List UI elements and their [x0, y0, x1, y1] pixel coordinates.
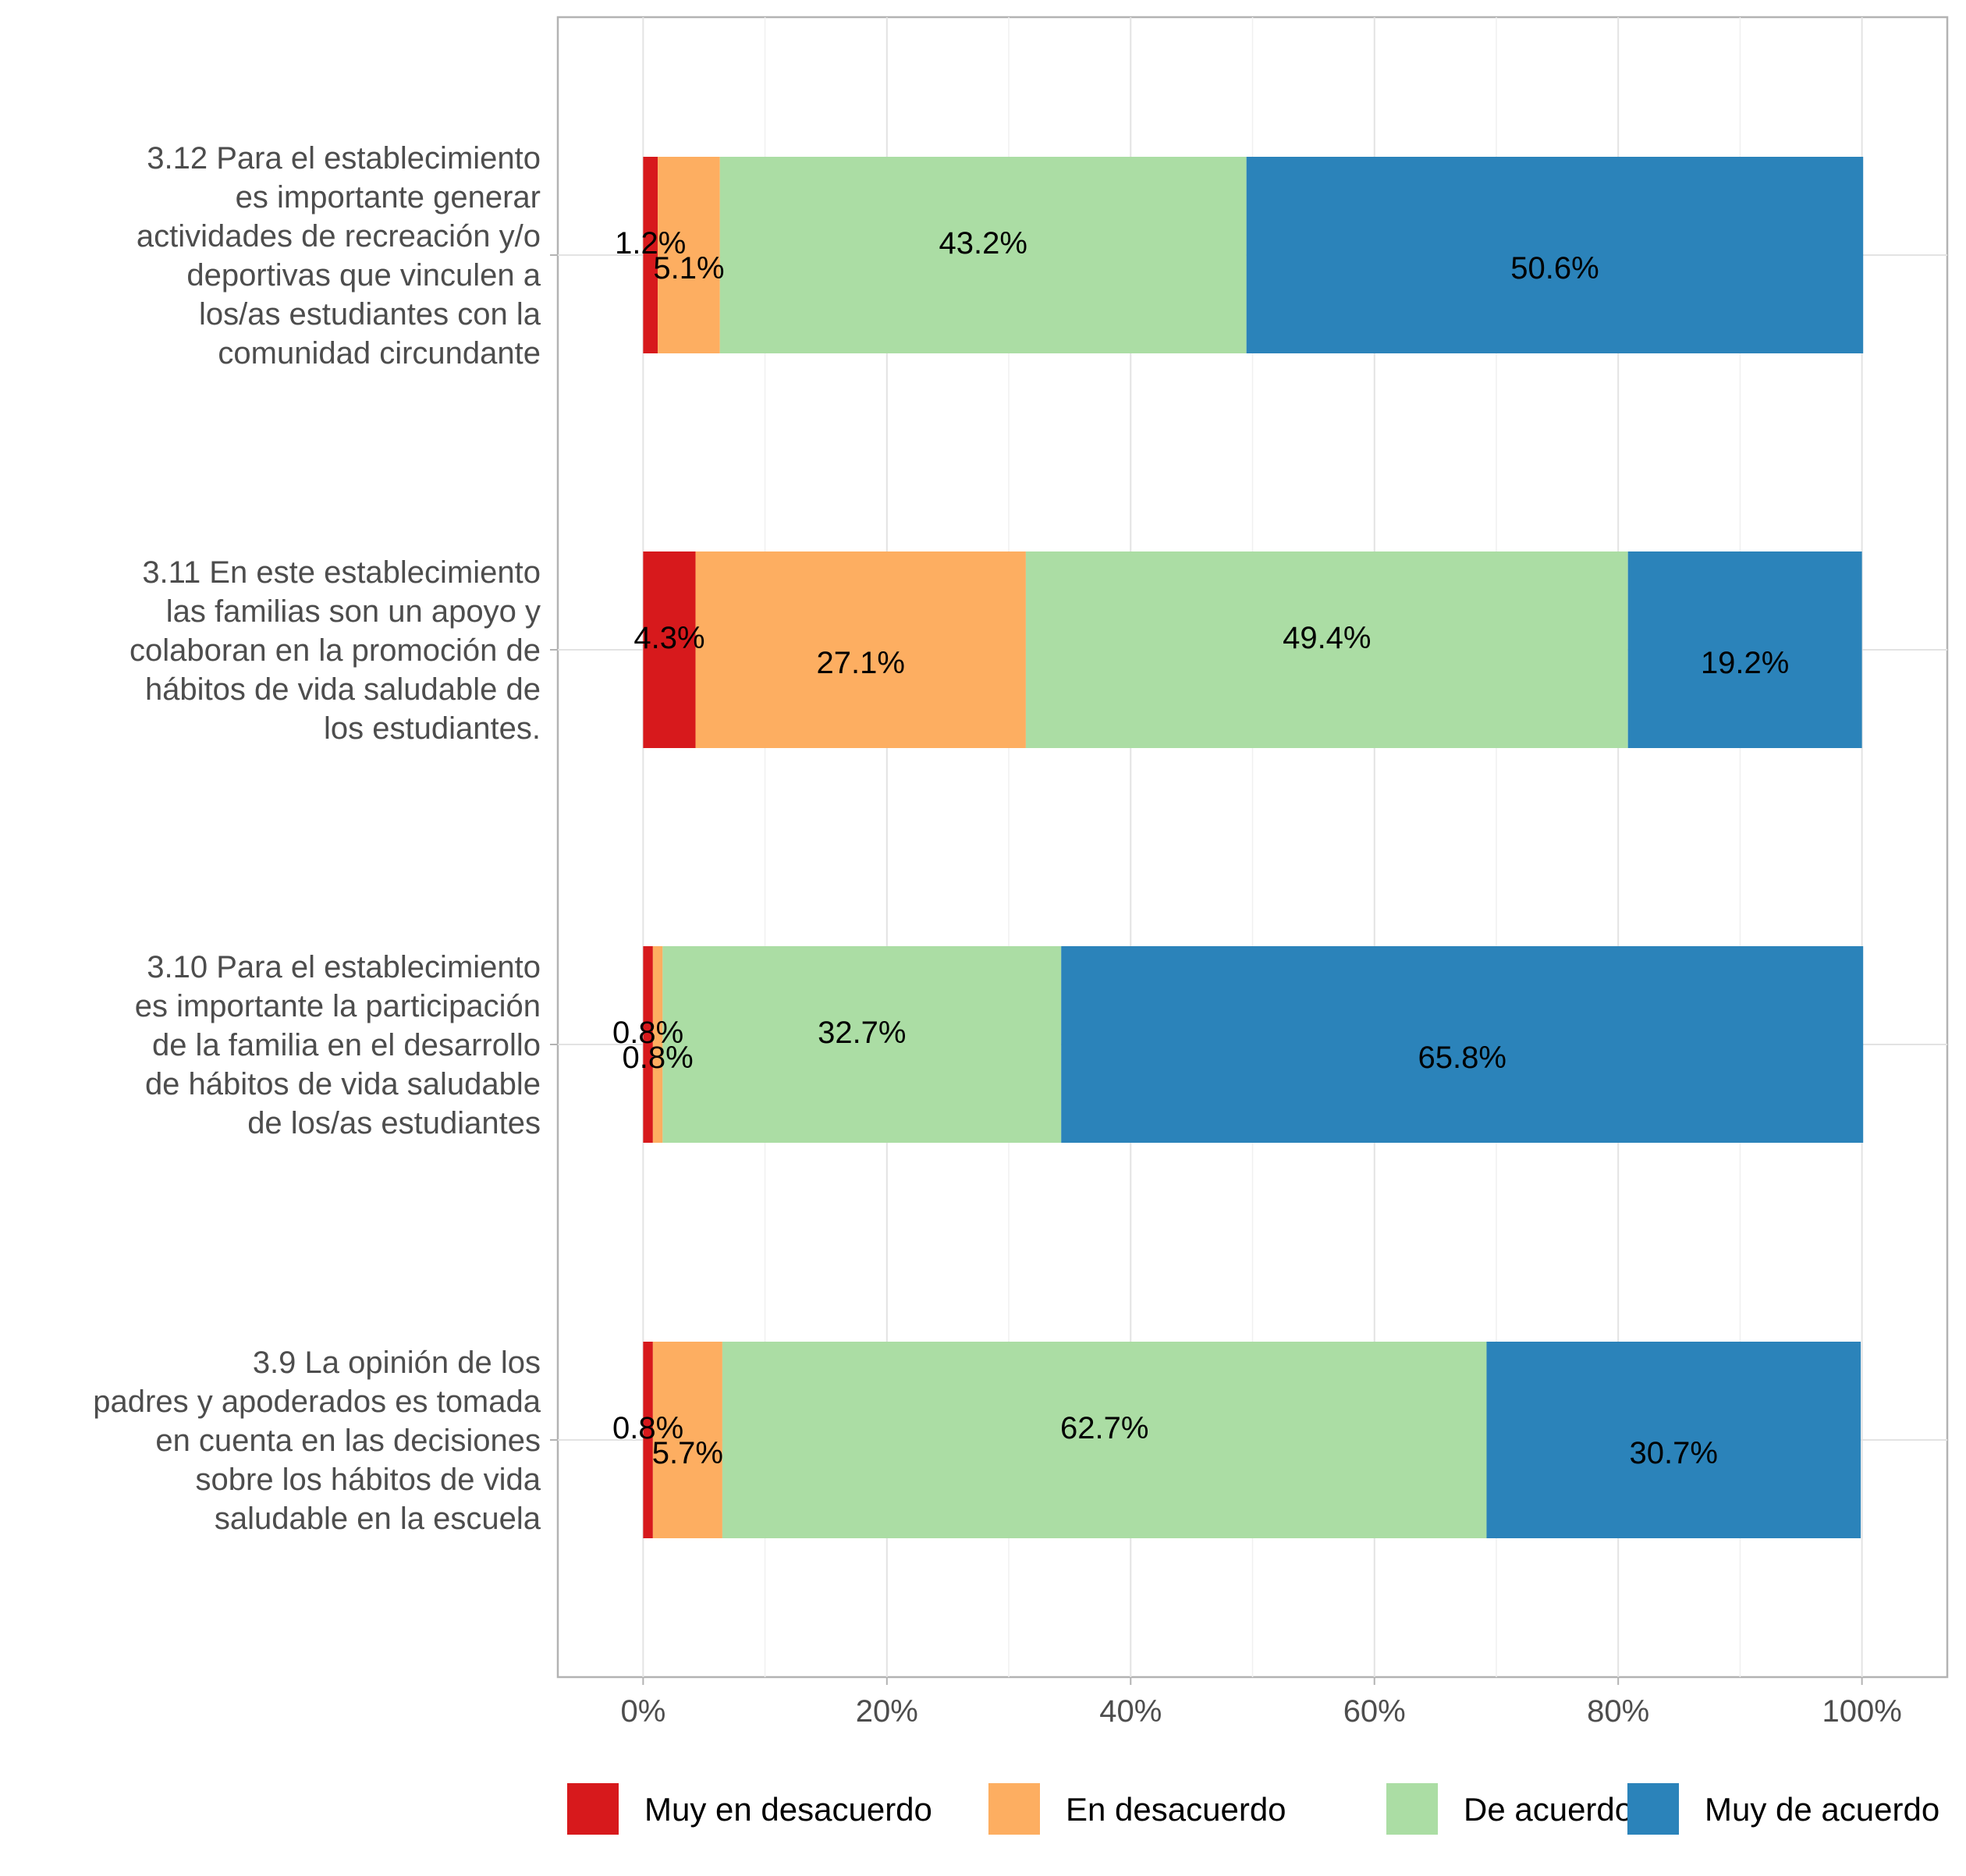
- bar-segment: [1246, 157, 1864, 353]
- bar-segment: [643, 157, 658, 353]
- x-tick-label: 100%: [1822, 1694, 1901, 1729]
- category-label: 3.11 En este establecimiento las familias…: [130, 555, 541, 746]
- legend-swatch: [1386, 1783, 1438, 1835]
- x-tick-label: 80%: [1587, 1694, 1649, 1729]
- legend-label: En desacuerdo: [1066, 1791, 1286, 1828]
- legend-swatch: [1627, 1783, 1679, 1835]
- x-tick-label: 20%: [856, 1694, 918, 1729]
- category-label-line: 3.10 Para el establecimiento: [147, 950, 541, 984]
- bar-segment: [1061, 946, 1864, 1143]
- data-label: 5.1%: [653, 251, 724, 285]
- category-label-line: colaboran en la promoción de: [130, 633, 541, 668]
- data-label: 0.8%: [612, 1016, 683, 1050]
- data-labels: 1.2%5.1% 43.2% 50.6% 4.3% 27.1% 49.4% 19.2% 0.8…: [612, 226, 1789, 1470]
- category-label: 3.9 La opinión de los padres y apoderados…: [93, 1346, 541, 1536]
- bar-segment: [722, 1342, 1487, 1538]
- x-tick-label: 60%: [1343, 1694, 1406, 1729]
- data-label: 65.8%: [1418, 1041, 1506, 1075]
- category-label-line: de los/as estudiantes: [247, 1106, 541, 1140]
- category-label-line: 3.12 Para el establecimiento: [147, 141, 541, 176]
- bar-segment: [662, 946, 1062, 1143]
- data-label: 4.3%: [633, 621, 704, 655]
- bar-segment: [695, 551, 1026, 748]
- data-label: 32.7%: [818, 1016, 906, 1050]
- category-label: 3.12 Para el establecimiento es important…: [137, 141, 541, 371]
- category-label-line: de la familia en el desarrollo: [152, 1028, 541, 1062]
- legend-swatch: [988, 1783, 1040, 1835]
- data-label: 0.8%: [623, 1041, 694, 1075]
- x-tick-label: 40%: [1099, 1694, 1162, 1729]
- bar-segment: [658, 157, 720, 353]
- bar-segment: [643, 551, 696, 748]
- category-label: 3.10 Para el establecimiento es important…: [135, 950, 541, 1140]
- category-label-line: los estudiantes.: [324, 711, 541, 746]
- category-label-line: en cuenta en las decisiones: [155, 1424, 541, 1458]
- category-label-line: 3.11 En este establecimiento: [142, 555, 541, 590]
- data-label: 62.7%: [1060, 1411, 1148, 1445]
- category-label-line: es importante generar: [236, 180, 541, 215]
- bar-segment: [1025, 551, 1628, 748]
- bar-segment: [719, 157, 1247, 353]
- category-label-line: padres y apoderados es tomada: [93, 1385, 541, 1419]
- x-tick-label: 0%: [620, 1694, 665, 1729]
- data-label: 30.7%: [1630, 1436, 1718, 1470]
- bar-segment: [643, 1342, 653, 1538]
- legend: Muy en desacuerdo En desacuerdo De acuerdo…: [567, 1783, 1939, 1835]
- category-label-line: es importante la participación: [135, 989, 541, 1023]
- category-label-line: sobre los hábitos de vida: [196, 1463, 541, 1497]
- bar-segment: [652, 1342, 722, 1538]
- legend-swatch: [567, 1783, 619, 1835]
- category-label-line: las familias son un apoyo y: [166, 594, 541, 629]
- data-label: 43.2%: [939, 226, 1027, 261]
- data-label: 27.1%: [817, 646, 905, 680]
- category-label-line: deportivas que vinculen a: [186, 258, 541, 293]
- bar-segment: [652, 946, 663, 1143]
- category-label-line: saludable en la escuela: [215, 1502, 541, 1536]
- category-label-line: los/as estudiantes con la: [199, 297, 541, 332]
- category-label-line: actividades de recreación y/o: [137, 219, 541, 254]
- bar-segment: [643, 946, 653, 1143]
- legend-label: Muy de acuerdo: [1705, 1791, 1939, 1828]
- data-label: 50.6%: [1510, 251, 1599, 285]
- data-label: 49.4%: [1283, 621, 1371, 655]
- data-label: 0.8%: [612, 1411, 683, 1445]
- category-label-line: hábitos de vida saludable de: [145, 672, 541, 707]
- legend-label: Muy en desacuerdo: [644, 1791, 932, 1828]
- axes: 0% 20% 40% 60% 80% 100% 3.12 Para el estableci…: [93, 141, 1902, 1729]
- data-label: 5.7%: [652, 1436, 723, 1470]
- data-label: 1.2%: [615, 226, 686, 261]
- bars: [643, 157, 1864, 1538]
- category-label-line: comunidad circundante: [218, 336, 541, 371]
- category-label-line: de hábitos de vida saludable: [145, 1067, 541, 1101]
- data-label: 19.2%: [1701, 646, 1789, 680]
- bar-segment: [1486, 1342, 1861, 1538]
- legend-label: De acuerdo: [1464, 1791, 1633, 1828]
- category-label-line: 3.9 La opinión de los: [253, 1346, 541, 1380]
- bar-segment: [1627, 551, 1862, 748]
